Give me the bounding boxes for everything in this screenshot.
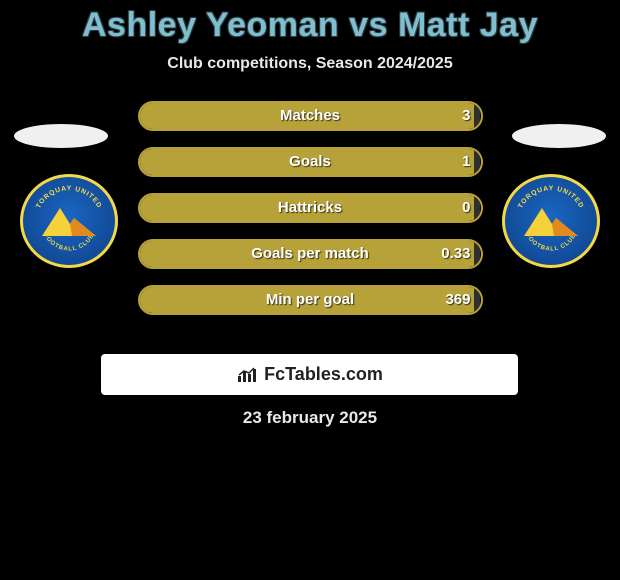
stat-row-goals: Goals1 bbox=[138, 147, 483, 177]
stat-fill-left bbox=[140, 241, 474, 267]
subtitle: Club competitions, Season 2024/2025 bbox=[0, 55, 620, 73]
stat-fill-right bbox=[474, 195, 481, 221]
stat-fill-left bbox=[140, 103, 474, 129]
mountain-icon bbox=[522, 204, 582, 238]
stat-row-goals-per-match: Goals per match0.33 bbox=[138, 239, 483, 269]
player2-club-badge: TORQUAY UNITED FOOTBALL CLUB bbox=[502, 174, 600, 268]
player1-accent-oval bbox=[14, 124, 108, 148]
stat-fill-right bbox=[474, 103, 481, 129]
mountain-icon bbox=[40, 204, 100, 238]
stat-fill-right bbox=[474, 287, 481, 313]
stat-row-matches: Matches3 bbox=[138, 101, 483, 131]
vs-text: vs bbox=[349, 6, 388, 44]
logo-text: FcTables.com bbox=[264, 364, 383, 385]
stat-fill-left bbox=[140, 195, 474, 221]
player1-club-badge: TORQUAY UNITED FOOTBALL CLUB bbox=[20, 174, 118, 268]
fctables-logo: FcTables.com bbox=[101, 354, 518, 395]
player2-accent-oval bbox=[512, 124, 606, 148]
player1-name: Ashley Yeoman bbox=[82, 6, 339, 44]
stat-row-hattricks: Hattricks0 bbox=[138, 193, 483, 223]
stat-fill-right bbox=[474, 241, 481, 267]
stat-fill-left bbox=[140, 149, 474, 175]
stat-fill-right bbox=[474, 149, 481, 175]
comparison-title: Ashley Yeoman vs Matt Jay bbox=[0, 0, 620, 45]
date-label: 23 february 2025 bbox=[0, 408, 620, 428]
stat-row-min-per-goal: Min per goal369 bbox=[138, 285, 483, 315]
bar-chart-icon bbox=[236, 366, 258, 384]
stat-fill-left bbox=[140, 287, 474, 313]
player2-name: Matt Jay bbox=[398, 6, 538, 44]
